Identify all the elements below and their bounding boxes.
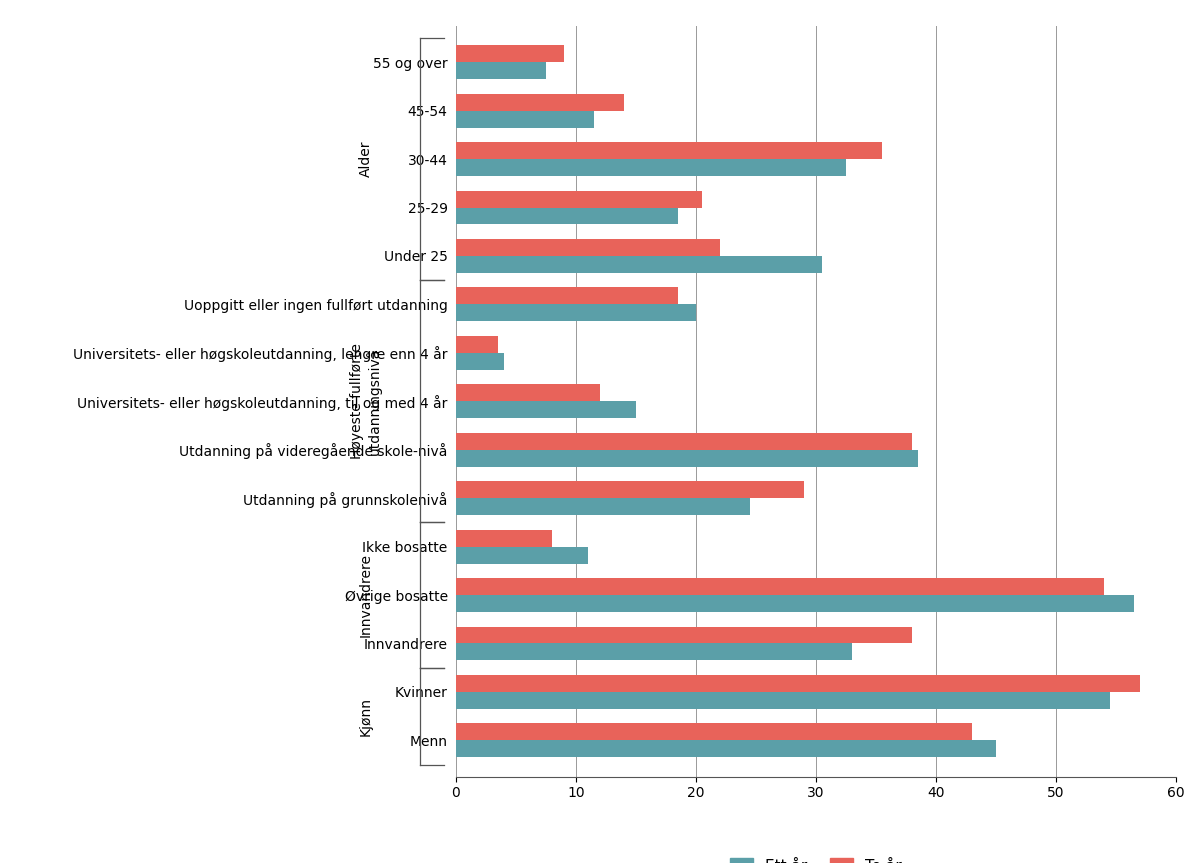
Bar: [456, 578, 1104, 595]
Bar: [456, 353, 504, 370]
Text: Høyeste fullførte
utdanningsnivå: Høyeste fullførte utdanningsnivå: [349, 343, 383, 459]
Bar: [456, 401, 636, 419]
Bar: [456, 692, 1110, 709]
Bar: [456, 546, 588, 564]
Bar: [456, 191, 702, 207]
Bar: [456, 287, 678, 305]
Bar: [456, 595, 1134, 612]
Bar: [456, 45, 564, 62]
Bar: [456, 305, 696, 321]
Bar: [456, 159, 846, 176]
Bar: [456, 498, 750, 515]
Bar: [456, 207, 678, 224]
Bar: [456, 142, 882, 159]
Bar: [456, 482, 804, 498]
Bar: [456, 432, 912, 450]
Bar: [456, 644, 852, 660]
Text: Kjønn: Kjønn: [359, 696, 373, 735]
Text: Innvandrere: Innvandrere: [359, 553, 373, 637]
Bar: [456, 239, 720, 256]
Bar: [456, 384, 600, 401]
Bar: [456, 530, 552, 546]
Bar: [456, 62, 546, 79]
Bar: [456, 336, 498, 353]
Legend: Ett år, To år: Ett år, To år: [724, 852, 908, 863]
Bar: [456, 740, 996, 758]
Bar: [456, 94, 624, 110]
Bar: [456, 450, 918, 467]
Bar: [456, 675, 1140, 692]
Text: Alder: Alder: [359, 141, 373, 178]
Bar: [456, 627, 912, 644]
Bar: [456, 256, 822, 273]
Bar: [456, 723, 972, 740]
Bar: [456, 110, 594, 128]
